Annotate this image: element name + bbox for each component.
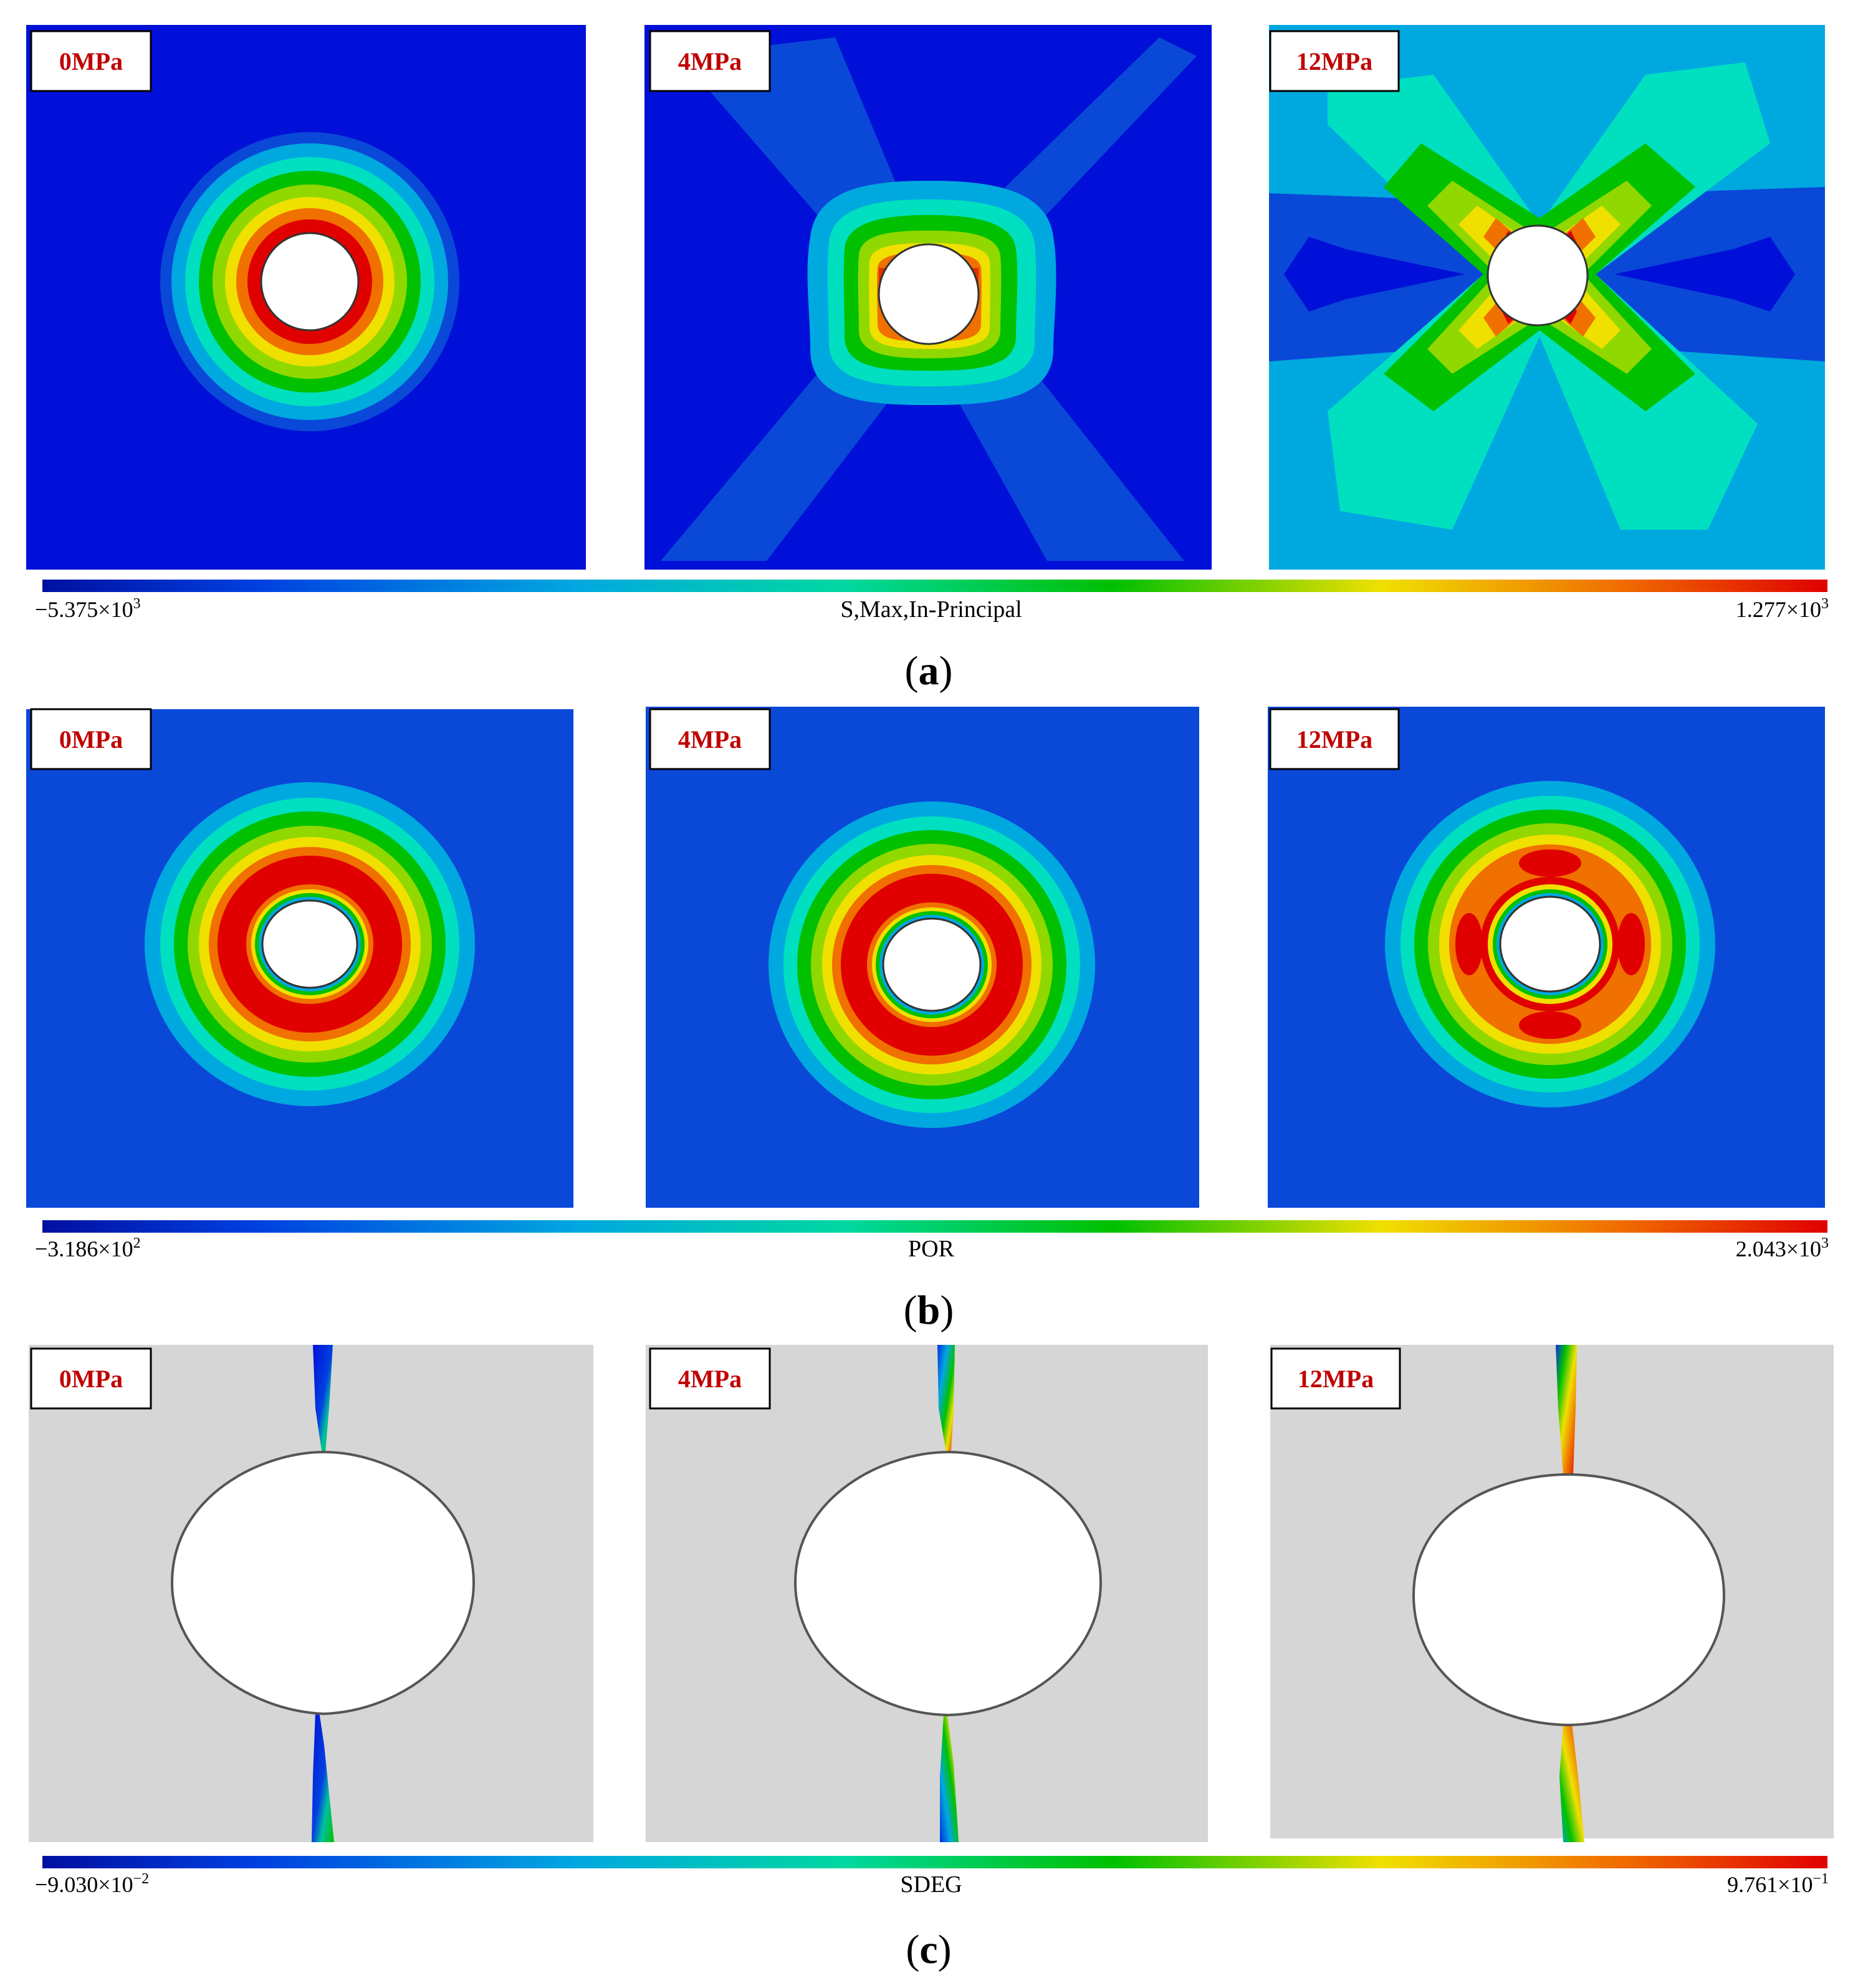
caption-a: (a) <box>905 648 953 694</box>
panel-b-0mpa <box>26 709 573 1208</box>
panel-c-0mpa <box>29 1345 593 1842</box>
label-b-4mpa: 4MPa <box>649 708 771 770</box>
colorbar-a-min: −5.375×103 <box>35 596 141 622</box>
label-c-4mpa: 4MPa <box>649 1347 771 1410</box>
colorbar-b <box>42 1220 1827 1233</box>
colorbar-c <box>42 1856 1827 1868</box>
label-c-12mpa: 12MPa <box>1270 1347 1401 1410</box>
colorbar-a-title: S,Max,In-Principal <box>840 596 1022 623</box>
row-b: 0MPa 4MPa 12MPa −3.186×102 POR 2.043×103… <box>26 707 1829 1333</box>
caption-b: (b) <box>904 1288 954 1333</box>
colorbar-a-max: 1.277×103 <box>1736 596 1829 622</box>
svg-text:12MPa: 12MPa <box>1298 1365 1374 1393</box>
label-a-4mpa: 4MPa <box>649 30 771 92</box>
row-a: 0MPa 4MPa 12MPa −5.375×103 S,Max,In-Prin… <box>26 25 1829 694</box>
colorbar-b-min: −3.186×102 <box>35 1235 141 1261</box>
colorbar-b-max: 2.043×103 <box>1736 1235 1829 1261</box>
svg-text:12MPa: 12MPa <box>1296 47 1372 75</box>
label-a-12mpa: 12MPa <box>1269 30 1400 92</box>
svg-text:12MPa: 12MPa <box>1296 725 1372 753</box>
label-c-0mpa: 0MPa <box>30 1347 152 1410</box>
svg-text:4MPa: 4MPa <box>678 725 742 753</box>
panel-a-12mpa <box>1269 25 1825 570</box>
row-c: 0MPa 4MPa 12MPa −9.030×10−2 SDEG 9.761×1… <box>29 1345 1834 1972</box>
panel-a-4mpa <box>644 25 1212 570</box>
panel-a-0mpa <box>26 25 586 570</box>
label-b-0mpa: 0MPa <box>30 708 152 770</box>
colorbar-c-title: SDEG <box>900 1871 962 1898</box>
colorbar-a <box>42 580 1827 592</box>
label-a-0mpa: 0MPa <box>30 30 152 92</box>
svg-text:4MPa: 4MPa <box>678 1365 742 1393</box>
panel-b-12mpa <box>1268 707 1825 1208</box>
colorbar-b-title: POR <box>908 1236 955 1262</box>
colorbar-c-max: 9.761×10−1 <box>1727 1871 1829 1897</box>
svg-text:0MPa: 0MPa <box>59 47 123 75</box>
svg-text:4MPa: 4MPa <box>678 47 742 75</box>
caption-c: (c) <box>906 1927 951 1972</box>
panel-c-4mpa <box>646 1345 1208 1842</box>
label-b-12mpa: 12MPa <box>1269 708 1400 770</box>
svg-text:0MPa: 0MPa <box>59 1365 123 1393</box>
svg-text:0MPa: 0MPa <box>59 725 123 753</box>
colorbar-c-min: −9.030×10−2 <box>35 1871 149 1897</box>
panel-b-4mpa <box>646 707 1199 1208</box>
panel-c-12mpa <box>1270 1345 1834 1842</box>
